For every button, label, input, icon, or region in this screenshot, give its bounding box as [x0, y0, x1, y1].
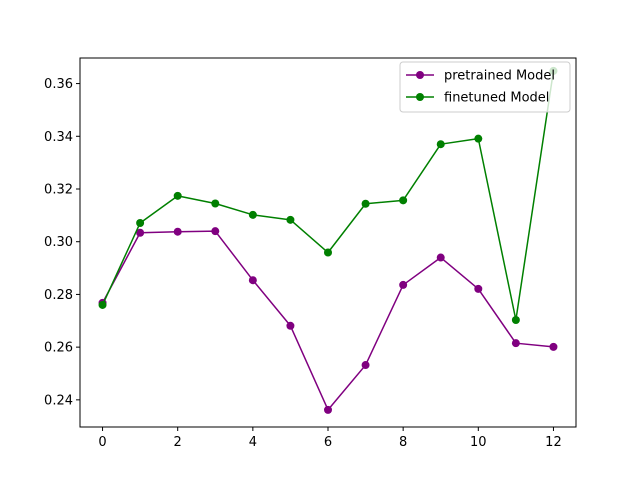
data-point-0-12	[549, 342, 558, 351]
data-point-1-0	[98, 300, 107, 309]
x-tick-label-3: 6	[324, 435, 332, 450]
data-point-0-4	[248, 276, 257, 285]
data-point-1-10	[474, 134, 483, 143]
data-point-1-5	[286, 215, 295, 224]
data-point-1-1	[136, 218, 145, 227]
data-point-1-4	[248, 210, 257, 219]
legend-box	[399, 61, 571, 113]
x-tick-label-6: 12	[545, 435, 562, 450]
data-point-0-6	[324, 405, 332, 414]
data-point-1-2	[173, 191, 182, 200]
data-point-0-8	[399, 280, 408, 289]
x-tick-label-1: 2	[174, 435, 182, 450]
data-point-0-7	[361, 361, 370, 370]
data-point-0-10	[474, 284, 483, 293]
data-point-0-2	[173, 227, 182, 236]
y-tick-label-4: 0.32	[44, 182, 73, 197]
data-point-0-1	[136, 228, 145, 237]
y-tick-label-0: 0.24	[44, 393, 73, 408]
legend-label-1: finetuned Model	[444, 91, 549, 106]
y-tick-label-2: 0.28	[44, 288, 73, 303]
y-tick-label-1: 0.26	[44, 341, 73, 356]
legend-marker-0	[416, 71, 424, 79]
x-tick-label-5: 10	[470, 435, 487, 450]
y-tick-label-6: 0.36	[44, 77, 73, 92]
x-tick-label-2: 4	[249, 435, 257, 450]
y-tick-label-3: 0.30	[44, 235, 73, 250]
data-point-1-6	[324, 248, 332, 257]
legend: pretrained Model finetuned Model	[399, 61, 571, 113]
data-point-0-3	[211, 227, 220, 236]
plot-background	[80, 58, 576, 427]
data-point-0-11	[511, 339, 520, 348]
data-point-0-9	[436, 253, 445, 262]
legend-marker-1	[416, 93, 424, 101]
axes-layer: 0 2 4 6 8 10 12 0.24 0.26 0.28 0.30 0.32 0.34 0.36	[44, 57, 577, 450]
series-layer	[98, 66, 558, 414]
x-tick-label-0: 0	[98, 435, 106, 450]
data-point-1-9	[436, 140, 445, 149]
data-point-1-7	[361, 199, 370, 208]
y-tick-label-5: 0.34	[44, 130, 73, 145]
data-point-0-5	[286, 321, 295, 330]
data-point-1-3	[211, 199, 220, 208]
x-tick-label-4: 8	[399, 435, 407, 450]
series-0	[98, 227, 558, 414]
data-point-1-8	[399, 196, 408, 205]
data-point-1-11	[511, 315, 520, 324]
legend-label-0: pretrained Model	[444, 69, 555, 84]
